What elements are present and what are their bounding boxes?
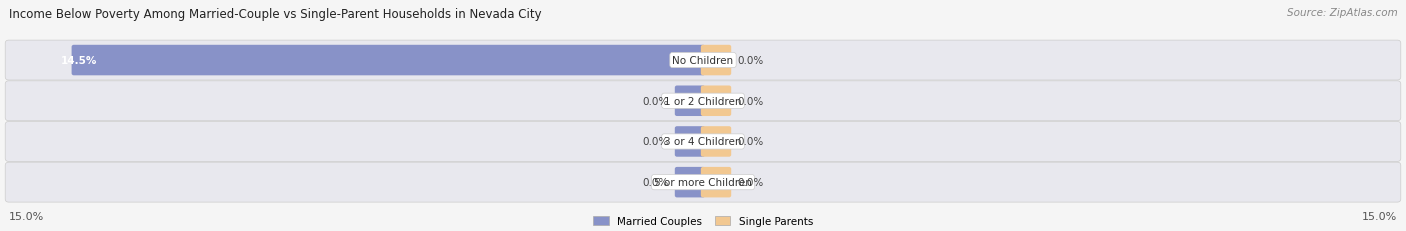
FancyBboxPatch shape (700, 46, 731, 76)
Text: 1 or 2 Children: 1 or 2 Children (664, 96, 742, 106)
Text: 0.0%: 0.0% (643, 96, 668, 106)
Text: 15.0%: 15.0% (1362, 211, 1398, 221)
FancyBboxPatch shape (675, 86, 706, 116)
FancyBboxPatch shape (675, 127, 706, 157)
Text: 14.5%: 14.5% (60, 56, 97, 66)
FancyBboxPatch shape (6, 41, 1400, 81)
FancyBboxPatch shape (700, 167, 731, 198)
Text: 0.0%: 0.0% (738, 56, 763, 66)
Legend: Married Couples, Single Parents: Married Couples, Single Parents (593, 216, 813, 226)
FancyBboxPatch shape (72, 46, 706, 76)
Text: 0.0%: 0.0% (738, 96, 763, 106)
FancyBboxPatch shape (700, 127, 731, 157)
Text: Income Below Poverty Among Married-Couple vs Single-Parent Households in Nevada : Income Below Poverty Among Married-Coupl… (8, 8, 541, 21)
FancyBboxPatch shape (6, 122, 1400, 162)
Text: 0.0%: 0.0% (738, 177, 763, 187)
Text: 3 or 4 Children: 3 or 4 Children (664, 137, 742, 147)
FancyBboxPatch shape (675, 167, 706, 198)
Text: Source: ZipAtlas.com: Source: ZipAtlas.com (1286, 8, 1398, 18)
Text: 0.0%: 0.0% (643, 177, 668, 187)
Text: 0.0%: 0.0% (643, 137, 668, 147)
Text: 5 or more Children: 5 or more Children (654, 177, 752, 187)
FancyBboxPatch shape (700, 86, 731, 116)
Text: 15.0%: 15.0% (8, 211, 44, 221)
Text: No Children: No Children (672, 56, 734, 66)
Text: 0.0%: 0.0% (738, 137, 763, 147)
FancyBboxPatch shape (6, 82, 1400, 121)
FancyBboxPatch shape (6, 163, 1400, 202)
